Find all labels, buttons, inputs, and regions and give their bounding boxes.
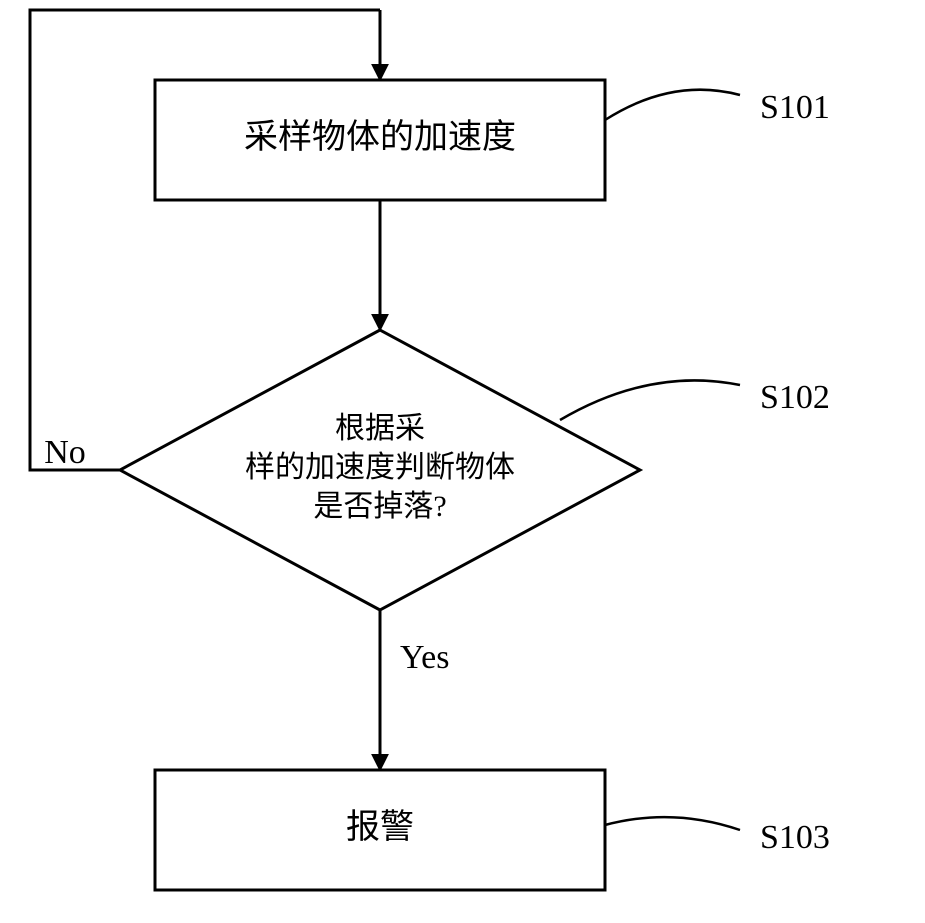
label-s103: S103 <box>760 819 830 856</box>
callout-s103 <box>605 817 740 830</box>
callout-s102 <box>560 380 740 420</box>
label-yes: Yes <box>400 639 449 676</box>
node-s102-text-0: 根据采 <box>335 412 425 445</box>
flowchart-diagram: 采样物体的加速度 S101 根据采样的加速度判断物体是否掉落? S102 No Yes 报警… <box>0 0 925 918</box>
node-s103-text: 报警 <box>346 808 414 846</box>
label-s101: S101 <box>760 89 830 126</box>
label-no: No <box>44 434 86 471</box>
node-s102-text-1: 样的加速度判断物体 <box>245 451 515 484</box>
node-s101-text: 采样物体的加速度 <box>244 118 516 156</box>
node-s102-text-2: 是否掉落? <box>313 490 446 523</box>
callout-s101 <box>605 90 740 120</box>
label-s102: S102 <box>760 379 830 416</box>
